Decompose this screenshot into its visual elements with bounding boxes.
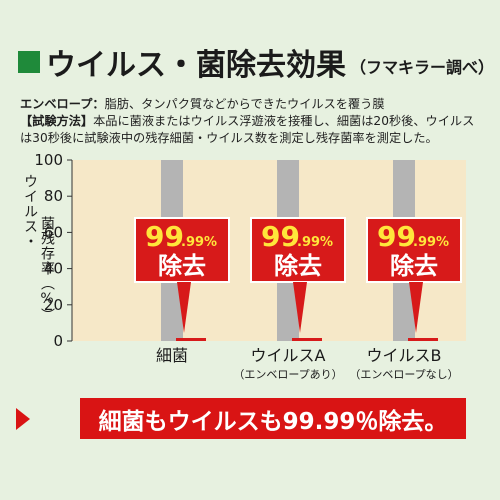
test-method-label: 【試験方法】 [20,114,94,128]
callout-box [250,217,346,283]
callout-main-value: 99 [145,220,184,253]
callout-pointer [177,282,191,333]
info-line-2: 【試験方法】本品に菌液またはウイルス浮遊液を接種し、細菌は20秒後、ウイルスは3… [20,113,480,147]
page-title: ウイルス・菌除去効果 [46,48,346,83]
y-tick-label: 60 [44,223,63,241]
y-tick-label: 80 [44,187,63,205]
callout-sub-label: 除去 [390,252,438,280]
y-tick-label: 20 [44,296,63,314]
callout-main-value: 99 [377,220,416,253]
callout-small-value: .99% [297,235,333,250]
test-method-text: 本品に菌液またはウイルス浮遊液を接種し、細菌は20秒後、ウイルスは30秒後に試験… [20,114,475,145]
arrow-icon [16,408,30,430]
callout-small-value: .99% [181,235,217,250]
y-axis-label: ウイルス・ [22,174,38,249]
after-bar [292,338,322,341]
y-tick-label: 0 [53,332,63,350]
x-category-label: ウイルスB [367,346,442,365]
x-category-sublabel: （エンベロープあり） [233,368,342,381]
after-bar [176,338,206,341]
header: ウイルス・菌除去効果 （フマキラー調べ） [18,44,495,83]
callout-sub-label: 除去 [274,252,322,280]
green-square-icon [18,51,40,73]
chart-container: 0 20 40 60 80 100 ウイルス・ 菌残存率（%） 99.99% 除去 細菌 99.99%… [0,150,500,390]
callout-box [366,217,462,283]
callout-pointer [409,282,423,333]
x-category-sublabel: （エンベロープなし） [349,368,458,381]
info-line-1: エンベロープ：脂肪、タンパク質などからできたウイルスを覆う膜 [20,96,480,113]
callout-pointer [293,282,307,333]
x-category-label: 細菌 [156,346,188,365]
envelope-text: 脂肪、タンパク質などからできたウイルスを覆う膜 [104,97,385,111]
summary-banner: 細菌もウイルスも99.99％除去。 [80,398,466,439]
info-text: エンベロープ：脂肪、タンパク質などからできたウイルスを覆う膜 【試験方法】本品に… [20,96,480,147]
callout-main-value: 99 [261,220,300,253]
callout-small-value: .99% [413,235,449,250]
y-tick-label: 100 [34,151,63,169]
after-bar [408,338,438,341]
page-subtitle: （フマキラー調べ） [350,58,495,77]
envelope-label: エンベロープ： [20,97,105,111]
callout-sub-label: 除去 [158,252,206,280]
x-category-label: ウイルスA [251,346,326,365]
y-tick-label: 40 [44,260,63,278]
y-axis-label-2: 菌残存率（%） [39,216,55,323]
